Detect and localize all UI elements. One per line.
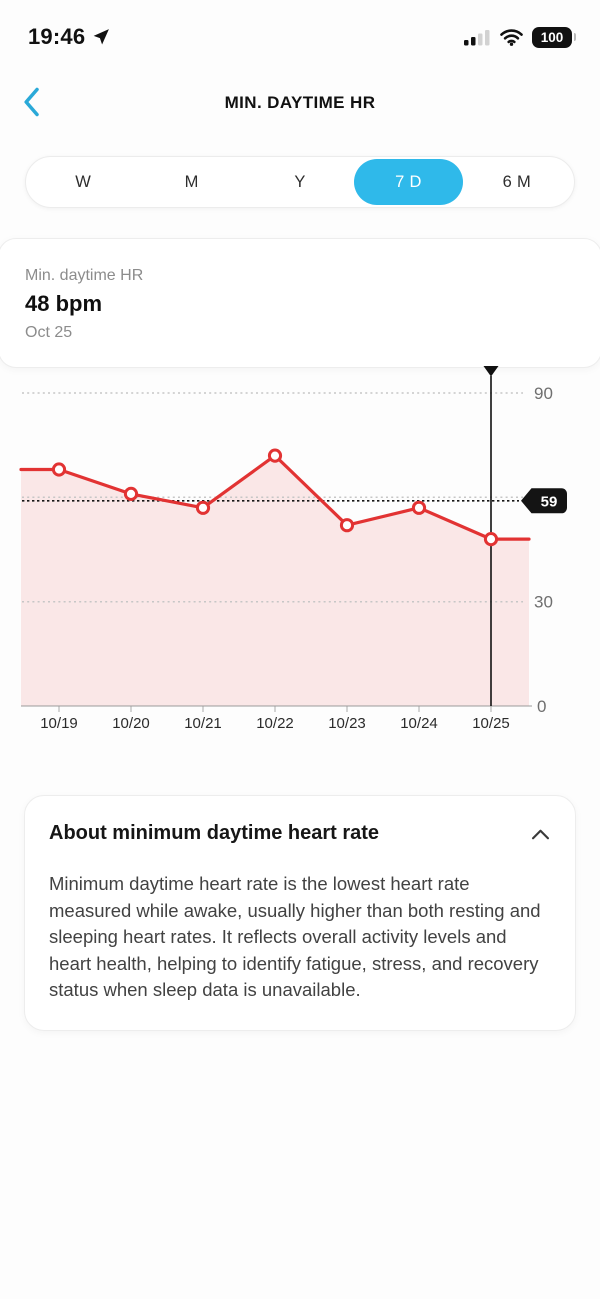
- header: MIN. DAYTIME HR: [0, 78, 600, 128]
- average-badge-label: 59: [541, 493, 558, 510]
- time-range-selector: W M Y 7 D 6 M: [25, 156, 575, 208]
- range-option-y[interactable]: Y: [294, 172, 306, 191]
- location-arrow-icon: [93, 29, 110, 45]
- data-point-10-24[interactable]: [411, 500, 427, 515]
- y-axis-label-90: 90: [534, 384, 553, 403]
- range-option-m[interactable]: M: [184, 172, 199, 191]
- about-body: Minimum daytime heart rate is the lowest…: [49, 873, 541, 1000]
- y-axis-label-30: 30: [534, 593, 553, 612]
- x-axis-label-10-19: 10/19: [40, 715, 78, 732]
- data-point-10-20[interactable]: [123, 486, 139, 501]
- summary-label: Min. daytime HR: [25, 267, 144, 284]
- clock: 19:46: [28, 24, 86, 49]
- x-axis-label-10-24: 10/24: [400, 715, 438, 732]
- x-axis-label-10-21: 10/21: [184, 715, 222, 732]
- chevron-up-icon[interactable]: [530, 827, 551, 841]
- x-axis-label-10-20: 10/20: [112, 715, 150, 732]
- range-option-7d[interactable]: 7 D: [354, 159, 463, 205]
- battery-icon: 100: [532, 26, 576, 48]
- battery-nub: [573, 33, 576, 41]
- x-axis-label-10-25: 10/25: [472, 715, 510, 732]
- average-value-badge: [521, 488, 567, 514]
- summary-date: Oct 25: [25, 324, 73, 341]
- cellular-signal-icon: [464, 29, 490, 45]
- data-point-10-19[interactable]: [51, 462, 67, 477]
- wifi-icon: [500, 29, 523, 46]
- summary-card: Min. daytime HR 48 bpm Oct 25: [0, 238, 600, 368]
- data-point-10-23[interactable]: [339, 518, 355, 533]
- chart-cursor-arrow[interactable]: [483, 366, 499, 377]
- status-bar: 19:46 100: [0, 0, 600, 60]
- x-axis-label-10-22: 10/22: [256, 715, 294, 732]
- data-point-10-21[interactable]: [195, 500, 211, 515]
- chart-area-fill: [21, 455, 529, 706]
- range-option-w[interactable]: W: [75, 172, 92, 191]
- data-point-10-25[interactable]: [483, 532, 499, 547]
- summary-value: 48 bpm: [25, 291, 103, 316]
- battery-percent: 100: [532, 26, 572, 48]
- about-card-header[interactable]: About minimum daytime heart rate: [49, 822, 551, 845]
- y-axis-label-0: 0: [537, 697, 546, 716]
- chevron-left-icon: [24, 87, 39, 117]
- hr-line-chart[interactable]: 59 90 30 0 10/19 10/20 10/21 10/22 10/23 10/24 10/…: [0, 360, 600, 760]
- about-title: About minimum daytime heart rate: [49, 822, 380, 844]
- back-button[interactable]: [10, 80, 54, 124]
- data-point-10-22[interactable]: [267, 448, 283, 463]
- about-card: About minimum daytime heart rate Minimum…: [24, 795, 576, 1031]
- page-title: MIN. DAYTIME HR: [224, 93, 376, 112]
- range-option-6m[interactable]: 6 M: [502, 172, 532, 191]
- x-axis-label-10-23: 10/23: [328, 715, 366, 732]
